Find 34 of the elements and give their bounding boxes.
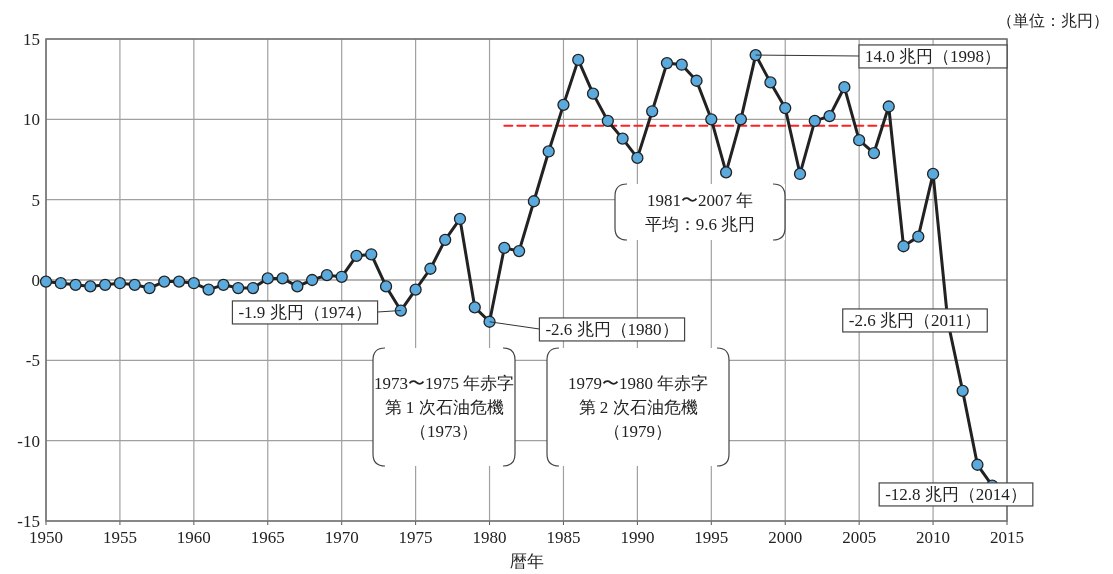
annotation: 平均：9.6 兆円: [644, 214, 756, 234]
x-tick-label: 1975: [398, 527, 433, 547]
annotation: 1979〜1980 年赤字: [567, 373, 709, 393]
annotation: 14.0 兆円（1998）: [865, 46, 1001, 66]
annotation: -1.9 兆円（1974）: [238, 302, 372, 322]
text: （単位：兆円）: [997, 11, 1109, 29]
x-tick-label: 1995: [694, 527, 729, 547]
annotation: 1981〜2007 年: [646, 190, 754, 210]
x-axis-title: 暦年: [509, 551, 544, 571]
x-tick-label: 1970: [324, 527, 359, 547]
annotation: -12.8 兆円（2014）: [885, 484, 1027, 504]
x-tick-label: 1980: [472, 527, 507, 547]
annotation: -2.6 兆円（2011）: [848, 310, 982, 330]
y-tick-label: 5: [31, 190, 40, 210]
x-tick-label: 1960: [176, 527, 211, 547]
x-tick-label: 1990: [620, 527, 655, 547]
x-tick-label: 2015: [990, 527, 1024, 547]
annotation: （1979）: [604, 421, 672, 441]
x-tick-label: 1955: [102, 527, 137, 547]
annotation: 第 1 次石油危機: [384, 397, 504, 417]
y-tick-label: 10: [23, 110, 40, 130]
x-tick-label: 2010: [916, 527, 951, 547]
y-tick-label: -5: [25, 351, 40, 371]
y-tick-label: -10: [17, 431, 40, 451]
annotation: 1973〜1975 年赤字: [373, 373, 515, 393]
x-tick-label: 1985: [546, 527, 581, 547]
y-tick-label: 0: [31, 270, 40, 290]
x-tick-label: 2005: [842, 527, 877, 547]
x-tick-label: 2000: [768, 527, 803, 547]
annotation: 第 2 次石油危機: [578, 397, 698, 417]
annotation: （1973）: [410, 421, 478, 441]
x-tick-label: 1965: [250, 527, 285, 547]
y-tick-label: 15: [23, 29, 40, 49]
annotation: -2.6 兆円（1980）: [545, 319, 679, 339]
